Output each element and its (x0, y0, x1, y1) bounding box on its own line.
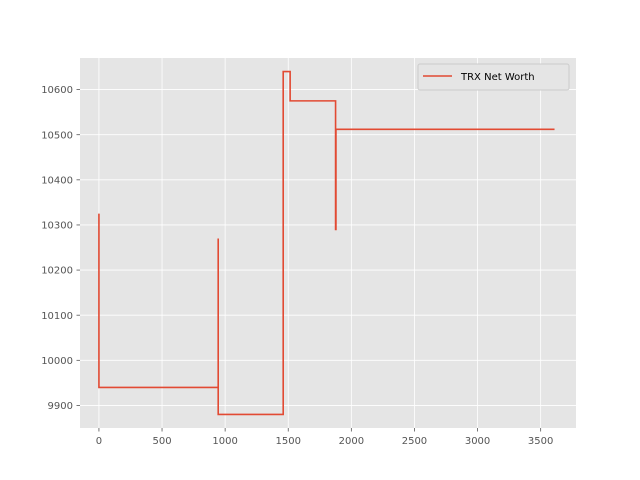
x-tick-label: 500 (152, 436, 171, 447)
legend-box (417, 63, 570, 91)
plot-area (80, 58, 576, 428)
x-axis: 0 500 1000 1500 2000 2500 3000 3500 (96, 428, 553, 447)
y-axis: 9900 10000 10100 10200 10300 10400 10500 10600 (41, 85, 80, 412)
y-tick-label: 10500 (41, 130, 73, 141)
y-tick-label: 10200 (41, 266, 73, 277)
y-tick-label: 10600 (41, 85, 73, 96)
x-tick-label: 1500 (276, 436, 301, 447)
series-layer (98, 70, 555, 416)
y-tick-label: 10300 (41, 221, 73, 232)
series-line (98, 70, 555, 416)
y-tick-label: 10400 (41, 175, 73, 186)
x-tick-label: 2000 (339, 436, 364, 447)
x-tick-label: 0 (96, 436, 102, 447)
legend: TRX Net Worth (417, 63, 570, 91)
y-tick-label: 10000 (41, 356, 73, 367)
grid-lines (80, 58, 576, 428)
y-tick-label: 10100 (41, 311, 73, 322)
legend-label: TRX Net Worth (460, 72, 535, 83)
y-tick-label: 9900 (48, 401, 73, 412)
x-tick-label: 1000 (212, 436, 237, 447)
x-tick-label: 3500 (528, 436, 553, 447)
x-tick-label: 3000 (465, 436, 490, 447)
x-tick-label: 2500 (402, 436, 427, 447)
